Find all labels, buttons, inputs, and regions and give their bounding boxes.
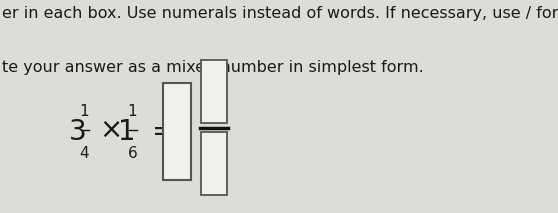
Text: $\times$: $\times$ [99,116,121,144]
Text: $6$: $6$ [127,145,138,161]
Text: te your answer as a mixed number in simplest form.: te your answer as a mixed number in simp… [2,60,424,75]
FancyBboxPatch shape [201,60,227,123]
Text: $1$: $1$ [127,103,138,119]
FancyBboxPatch shape [201,132,227,195]
Text: $1$: $1$ [79,103,90,119]
Text: $4$: $4$ [79,145,90,161]
Text: $3$: $3$ [69,118,86,146]
Text: er in each box. Use numerals instead of words. If necessary, use / for the fract: er in each box. Use numerals instead of … [2,6,558,21]
Text: $1$: $1$ [117,118,134,146]
FancyBboxPatch shape [163,83,191,180]
Text: $=$: $=$ [146,116,174,144]
